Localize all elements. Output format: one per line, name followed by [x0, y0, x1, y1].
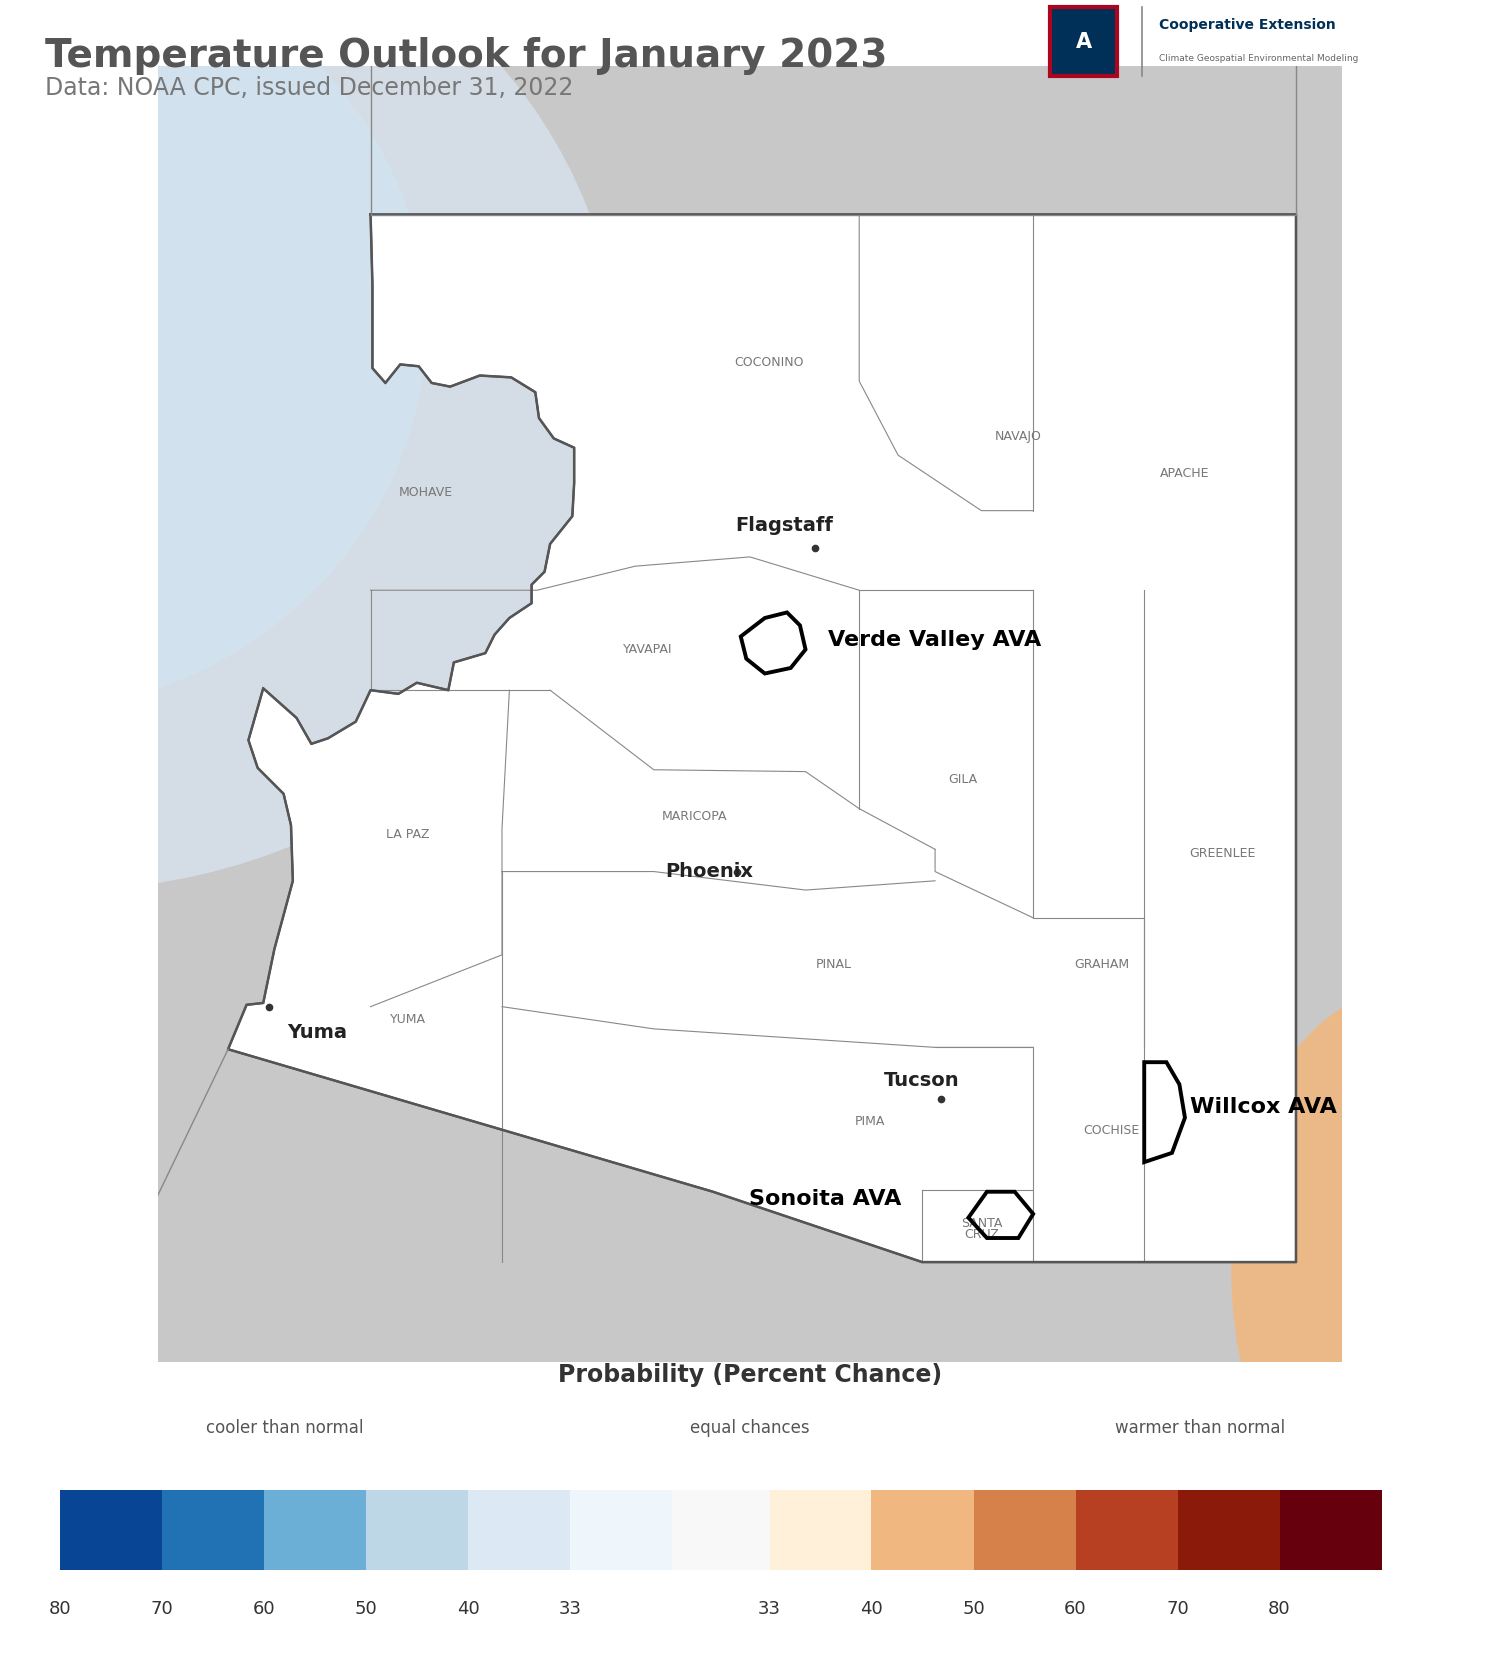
- Text: 80: 80: [1268, 1600, 1292, 1618]
- Text: 70: 70: [150, 1600, 174, 1618]
- Text: APACHE: APACHE: [1160, 467, 1209, 480]
- Text: 60: 60: [252, 1600, 276, 1618]
- Text: Temperature Outlook for January 2023: Temperature Outlook for January 2023: [45, 37, 888, 75]
- Text: 50: 50: [354, 1600, 378, 1618]
- Ellipse shape: [0, 0, 621, 890]
- Text: Tucson: Tucson: [884, 1071, 959, 1090]
- Bar: [1050, 7, 1118, 76]
- Text: 60: 60: [1064, 1600, 1088, 1618]
- Text: SANTA
CRUZ: SANTA CRUZ: [960, 1216, 1002, 1241]
- Ellipse shape: [0, 0, 426, 714]
- Text: LA PAZ: LA PAZ: [386, 829, 429, 840]
- Polygon shape: [228, 214, 1296, 1262]
- Text: Climate Geospatial Environmental Modeling: Climate Geospatial Environmental Modelin…: [1160, 53, 1359, 63]
- Text: 33: 33: [758, 1600, 782, 1618]
- Text: Cooperative Extension: Cooperative Extension: [1160, 18, 1336, 32]
- Text: 40: 40: [456, 1600, 480, 1618]
- Text: MARICOPA: MARICOPA: [662, 809, 728, 822]
- Text: cooler than normal: cooler than normal: [206, 1418, 363, 1437]
- Text: Verde Valley AVA: Verde Valley AVA: [828, 630, 1041, 649]
- Text: GILA: GILA: [948, 772, 978, 786]
- Text: 40: 40: [859, 1600, 883, 1618]
- Text: Probability (Percent Chance): Probability (Percent Chance): [558, 1364, 942, 1387]
- Text: COCONINO: COCONINO: [734, 355, 804, 369]
- Text: Phoenix: Phoenix: [666, 862, 753, 880]
- Text: PIMA: PIMA: [855, 1115, 885, 1128]
- Text: 50: 50: [962, 1600, 986, 1618]
- Text: 33: 33: [558, 1600, 582, 1618]
- Text: Sonoita AVA: Sonoita AVA: [750, 1189, 902, 1209]
- Text: YUMA: YUMA: [390, 1013, 426, 1026]
- Text: 80: 80: [48, 1600, 72, 1618]
- Text: GRAHAM: GRAHAM: [1074, 958, 1130, 970]
- Text: Flagstaff: Flagstaff: [735, 517, 834, 535]
- Text: GREENLEE: GREENLEE: [1190, 847, 1256, 859]
- Text: warmer than normal: warmer than normal: [1114, 1418, 1286, 1437]
- Text: Willcox AVA: Willcox AVA: [1191, 1096, 1338, 1116]
- Text: YAVAPAI: YAVAPAI: [624, 643, 674, 656]
- Text: PINAL: PINAL: [816, 958, 852, 970]
- Text: Data: NOAA CPC, issued December 31, 2022: Data: NOAA CPC, issued December 31, 2022: [45, 76, 573, 100]
- Text: MOHAVE: MOHAVE: [399, 485, 453, 498]
- Text: A: A: [1076, 32, 1092, 51]
- Text: equal chances: equal chances: [690, 1418, 810, 1437]
- Polygon shape: [158, 66, 1342, 1362]
- Text: 70: 70: [1166, 1600, 1190, 1618]
- Text: COCHISE: COCHISE: [1083, 1124, 1138, 1138]
- Text: NAVAJO: NAVAJO: [994, 430, 1042, 443]
- Ellipse shape: [1232, 992, 1500, 1546]
- Text: Yuma: Yuma: [288, 1023, 348, 1041]
